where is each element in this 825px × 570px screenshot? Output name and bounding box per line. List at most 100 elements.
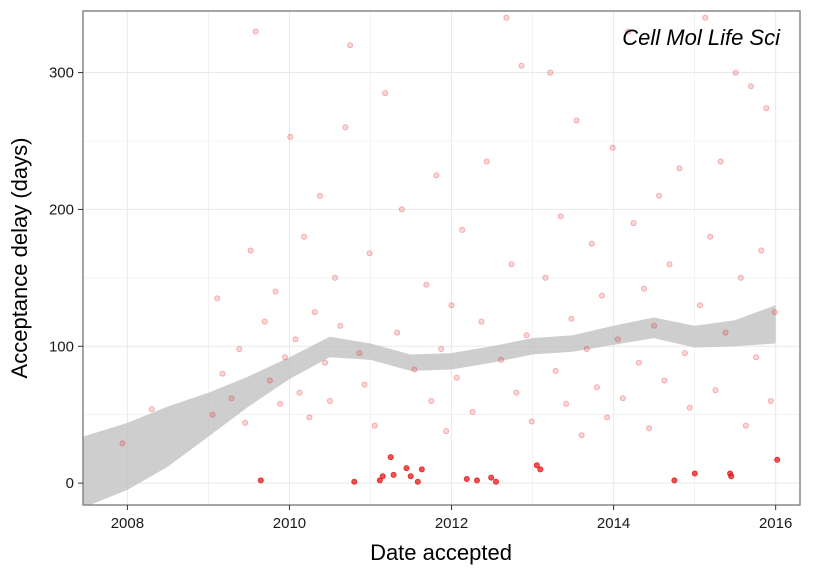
data-point [433,172,440,179]
data-point [459,226,466,233]
data-point [552,367,559,374]
data-point [498,356,505,363]
data-point [513,389,520,396]
data-point [469,408,476,415]
data-point [691,470,698,477]
data-point [347,42,354,49]
x-axis-ticks: 2008 2010 2012 2014 2016 [111,505,792,532]
data-point [228,395,235,402]
data-point [547,69,554,76]
data-point [732,69,739,76]
data-point [342,124,349,131]
data-point [748,83,755,90]
data-point [266,377,273,384]
data-point [390,471,397,478]
data-point [296,389,303,396]
data-point [306,414,313,421]
smooth-band [83,305,776,505]
data-point [763,105,770,112]
data-point [382,90,389,97]
data-point [463,475,470,482]
data-point [483,158,490,165]
data-point [428,397,435,404]
y-tick-label: 100 [49,338,74,355]
data-point [508,261,515,268]
scatter-points [119,14,781,485]
data-point [316,192,323,199]
data-point [492,478,499,485]
data-point [542,274,549,281]
data-point [272,288,279,295]
data-point [722,329,729,336]
data-point [676,165,683,172]
data-point [523,332,530,339]
data-point [473,477,480,484]
data-point [651,322,658,329]
grid-lines [83,11,800,505]
data-point [281,354,288,361]
data-point [247,247,254,254]
data-point [588,240,595,247]
data-point [702,14,709,21]
data-point [518,62,525,69]
data-point [630,220,637,227]
data-point [671,477,678,484]
data-point [488,474,495,481]
data-point [361,381,368,388]
data-point [407,473,414,480]
data-point [252,28,259,35]
data-point [414,478,421,485]
data-point [277,400,284,407]
annotation-label: Cell Mol Life Sci [622,25,781,50]
data-point [261,318,268,325]
data-point [758,247,765,254]
data-point [321,359,328,366]
data-point [737,274,744,281]
data-point [619,395,626,402]
data-point [774,456,781,463]
data-point [573,117,580,124]
data-point [257,477,264,484]
data-point [379,473,386,480]
data-point [681,350,688,357]
x-tick-label: 2008 [111,515,144,532]
y-tick-label: 300 [49,65,74,82]
data-point [214,295,221,302]
data-point [411,366,418,373]
data-point [753,354,760,361]
data-point [418,466,425,473]
data-point [301,233,308,240]
data-point [403,465,410,472]
data-point [219,370,226,377]
data-point [537,466,544,473]
data-point [387,454,394,461]
data-point [728,473,735,480]
data-point [337,322,344,329]
data-point [614,336,621,343]
data-point [236,345,243,352]
data-point [438,345,445,352]
data-point [119,440,126,447]
data-point [311,309,318,316]
y-axis-ticks: 0 100 200 300 [49,65,83,492]
data-point [583,345,590,352]
data-point [533,462,540,469]
data-point [712,387,719,394]
data-point [767,397,774,404]
data-point [351,478,358,485]
data-point [557,213,564,220]
data-point [356,350,363,357]
data-point [635,359,642,366]
x-tick-label: 2014 [597,515,630,532]
data-point [242,419,249,426]
x-axis-title: Date accepted [370,540,512,565]
data-point [528,418,535,425]
data-point [503,14,510,21]
data-point [326,397,333,404]
data-point [287,133,294,140]
data-point [593,384,600,391]
data-point [625,28,632,35]
data-point [376,477,383,484]
data-point [394,329,401,336]
